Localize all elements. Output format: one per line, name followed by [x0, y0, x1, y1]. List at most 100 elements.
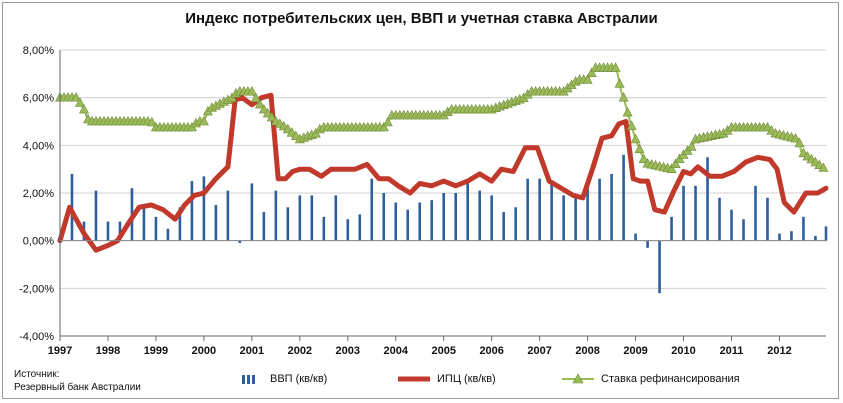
- rate-marker: [626, 120, 637, 130]
- rate-marker: [582, 74, 593, 84]
- rate-marker: [146, 116, 157, 127]
- rate-marker: [614, 78, 625, 88]
- gdp-bar: [382, 193, 386, 241]
- x-tick-label: 2011: [720, 345, 744, 357]
- x-tick-label: 2009: [623, 345, 647, 357]
- x-tick-label: 2003: [336, 345, 360, 357]
- rate-legend-icon: [562, 373, 594, 384]
- gdp-bar: [202, 176, 206, 241]
- gdp-bars: [70, 154, 828, 294]
- gdp-bar: [334, 195, 338, 241]
- gdp-bar: [778, 233, 781, 241]
- source-label: Источник:: [14, 369, 60, 380]
- rate-marker: [666, 163, 677, 173]
- gdp-bar: [586, 181, 589, 241]
- gdp-bar: [166, 228, 170, 241]
- gdp-bar: [598, 178, 601, 241]
- gdp-bar: [694, 185, 697, 241]
- rate-marker: [79, 103, 89, 114]
- x-tick-label: 2001: [240, 345, 264, 357]
- gdp-bar: [538, 178, 541, 241]
- gdp-bar: [646, 240, 649, 248]
- rate-marker: [266, 111, 277, 122]
- rate-marker: [198, 115, 209, 126]
- rate-marker: [634, 143, 645, 154]
- x-tick-label: 2007: [527, 345, 551, 357]
- gdp-bar: [824, 226, 828, 241]
- rate-marker: [638, 153, 649, 163]
- rate-series: [55, 62, 829, 173]
- gdp-bar: [766, 197, 769, 241]
- gdp-bar: [454, 193, 458, 241]
- gdp-bar: [358, 214, 362, 241]
- x-tick-label: 2005: [431, 345, 455, 357]
- gdp-bar: [802, 216, 805, 241]
- y-tick-label: -2,00%: [19, 283, 54, 295]
- x-tick-label: 2002: [288, 345, 312, 357]
- cpi-legend-icon: [398, 376, 430, 382]
- gdp-bar: [310, 195, 314, 241]
- gdp-bar: [562, 195, 565, 241]
- gdp-bar: [526, 178, 529, 241]
- gdp-bar: [238, 240, 242, 244]
- gdp-legend-label: ВВП (кв/кв): [270, 373, 328, 385]
- rate-marker: [382, 116, 393, 127]
- gdp-bar: [178, 207, 182, 241]
- x-axis-ticks: 1997 1998 1999 2000 2001 2002 2003 2004 2005 2006…: [48, 336, 792, 357]
- x-tick-label: 2000: [192, 345, 216, 357]
- gdp-bar: [226, 190, 230, 241]
- rate-marker: [378, 121, 389, 132]
- gdp-bar: [550, 183, 553, 241]
- gdp-bar: [250, 183, 254, 241]
- chart-title: Индекс потребительских цен, ВВП и учетна…: [185, 10, 658, 27]
- gdp-bar: [190, 181, 194, 241]
- source-name: Резервный банк Австралии: [14, 382, 141, 393]
- gdp-bar: [634, 233, 637, 241]
- gdp-bar: [262, 212, 266, 241]
- gdp-bar: [514, 207, 517, 241]
- rate-marker: [258, 103, 269, 114]
- y-tick-label: 0,00%: [23, 236, 54, 248]
- x-tick-label: 2012: [767, 345, 791, 357]
- gdp-bar: [430, 200, 434, 241]
- gdp-bar: [730, 209, 733, 241]
- cpi-legend-label: ИПЦ (кв/кв): [437, 373, 496, 385]
- rate-marker: [262, 107, 273, 118]
- rate-marker: [670, 158, 681, 168]
- gdp-bar: [442, 193, 446, 241]
- gdp-bar: [118, 221, 122, 241]
- gdp-bar: [406, 209, 410, 241]
- gdp-bar: [706, 157, 709, 241]
- y-tick-label: 4,00%: [23, 140, 54, 152]
- gdp-bar: [478, 190, 481, 241]
- gdp-bar: [622, 154, 625, 241]
- rate-marker: [790, 132, 801, 143]
- cpi-line: [57, 92, 829, 253]
- rate-marker: [586, 67, 597, 77]
- x-tick-label: 2004: [384, 345, 409, 357]
- gdp-bar: [346, 219, 350, 241]
- gdp-bar: [682, 185, 685, 241]
- gdp-bar: [274, 190, 278, 241]
- rate-marker: [610, 62, 621, 72]
- x-tick-label: 2010: [671, 345, 695, 357]
- x-tick-label: 1998: [96, 345, 120, 357]
- y-tick-label: 8,00%: [23, 45, 54, 57]
- gdp-bar: [670, 216, 673, 241]
- cpi-series: [57, 92, 829, 253]
- gdp-bar: [154, 216, 158, 241]
- gdp-bar: [718, 197, 721, 241]
- gdp-bar: [106, 221, 110, 241]
- rate-marker: [818, 162, 829, 172]
- gdp-bar: [610, 173, 613, 241]
- rate-marker: [618, 92, 629, 102]
- gdp-bar: [322, 216, 326, 241]
- gdp-bar: [790, 231, 793, 241]
- x-tick-label: 1997: [48, 345, 72, 357]
- gdp-bar: [814, 235, 817, 241]
- gdp-legend-icon: [242, 375, 255, 384]
- legend-item-rate: Ставка рефинансирования: [561, 371, 740, 387]
- rate-marker: [794, 137, 805, 148]
- gdp-bar: [94, 190, 98, 241]
